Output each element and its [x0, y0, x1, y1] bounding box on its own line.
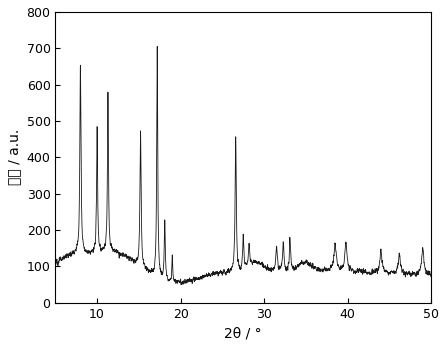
Y-axis label: 强度 / a.u.: 强度 / a.u. — [7, 129, 21, 185]
X-axis label: 2θ / °: 2θ / ° — [224, 326, 262, 340]
